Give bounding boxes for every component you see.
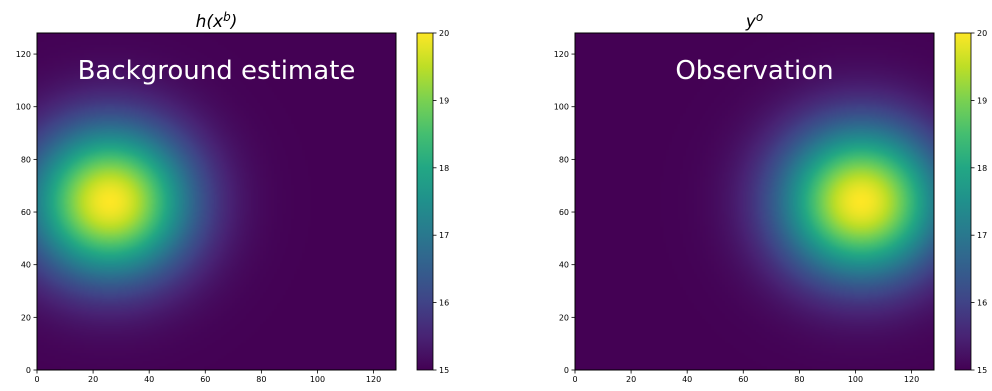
colorbar-tick-label: 19 xyxy=(977,96,987,105)
panel-annotation: Observation xyxy=(675,56,833,86)
colorbar-tick-label: 16 xyxy=(977,299,987,308)
y-tick-label: 80 xyxy=(21,155,31,164)
colorbar-tick-label: 19 xyxy=(439,96,449,105)
y-tick-label: 0 xyxy=(564,366,569,375)
y-tick-label: 40 xyxy=(21,261,31,270)
x-tick-label: 0 xyxy=(34,375,39,384)
plot-frame xyxy=(574,32,935,371)
colorbar-tick-label: 15 xyxy=(977,366,987,375)
x-tick-label: 120 xyxy=(366,375,381,384)
panel-title: h(xb) xyxy=(196,10,238,32)
x-tick-label: 0 xyxy=(572,375,577,384)
colorbar-tick-label: 15 xyxy=(439,366,449,375)
colorbar-tick-label: 20 xyxy=(977,29,987,38)
y-tick-label: 0 xyxy=(26,366,31,375)
heatmap-panel-2: 0 20 40 60 80 100 120 0 20 40 60 80 100 120 yo Observat… xyxy=(554,10,987,384)
x-tick-label: 20 xyxy=(88,375,98,384)
colorbar-tick-label: 20 xyxy=(439,29,449,38)
x-tick-label: 60 xyxy=(200,375,210,384)
plot-frame xyxy=(36,32,397,371)
y-tick-label: 120 xyxy=(554,50,569,59)
x-tick-label: 60 xyxy=(738,375,748,384)
colorbar-tick-label: 18 xyxy=(439,164,449,173)
x-tick-label: 100 xyxy=(848,375,863,384)
x-tick-label: 40 xyxy=(144,375,154,384)
x-tick-label: 80 xyxy=(794,375,804,384)
heatmap-panel-1: 0 20 40 60 80 100 120 0 20 40 60 80 100 120 h(xb) Backg… xyxy=(16,10,449,384)
y-tick-label: 60 xyxy=(21,208,31,217)
y-tick-label: 100 xyxy=(554,103,569,112)
colorbar xyxy=(954,32,972,371)
y-tick-label: 20 xyxy=(21,313,31,322)
colorbar-tick-label: 17 xyxy=(439,231,449,240)
y-tick-label: 40 xyxy=(559,261,569,270)
colorbar-tick-label: 18 xyxy=(977,164,987,173)
x-tick-label: 20 xyxy=(626,375,636,384)
x-tick-label: 100 xyxy=(310,375,325,384)
colorbar-tick-label: 17 xyxy=(977,231,987,240)
y-tick-label: 100 xyxy=(16,103,31,112)
colorbar xyxy=(416,32,434,371)
y-tick-label: 20 xyxy=(559,313,569,322)
y-tick-label: 60 xyxy=(559,208,569,217)
y-tick-label: 80 xyxy=(559,155,569,164)
x-tick-label: 80 xyxy=(256,375,266,384)
heatmap-image xyxy=(37,33,396,370)
panel-title: yo xyxy=(745,10,763,32)
y-tick-label: 120 xyxy=(16,50,31,59)
panels: 0 20 40 60 80 100 120 0 20 40 60 80 100 120 h(xb) Backg… xyxy=(16,10,987,384)
heatmap-image xyxy=(575,33,934,370)
x-tick-label: 40 xyxy=(682,375,692,384)
panel-annotation: Background estimate xyxy=(78,56,356,86)
colorbar-tick-label: 16 xyxy=(439,299,449,308)
x-tick-label: 120 xyxy=(904,375,919,384)
